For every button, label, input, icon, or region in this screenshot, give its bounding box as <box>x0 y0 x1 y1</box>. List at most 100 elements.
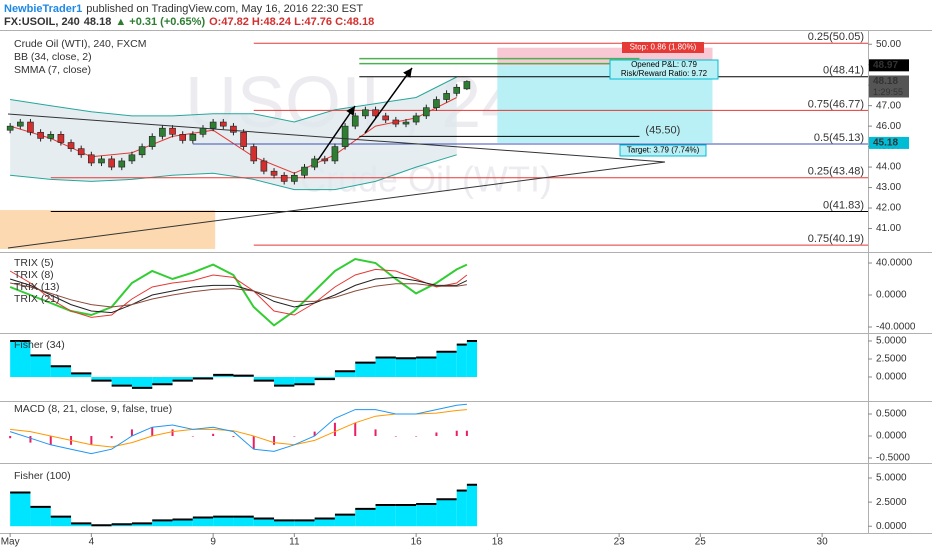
y-tick-label: 0.0000 <box>876 431 907 442</box>
stop-box <box>622 42 704 53</box>
candle-body <box>392 119 400 125</box>
macd-histogram-bar <box>151 427 154 437</box>
macd-histogram-bar <box>313 431 316 437</box>
price-label-box <box>869 75 909 88</box>
level-label: (45.50) <box>645 124 680 136</box>
fisher-bar <box>50 516 72 527</box>
y-tick-label: 41.00 <box>876 223 901 234</box>
candle-body <box>219 121 227 127</box>
candle-body <box>260 160 268 172</box>
fisher-bar <box>375 505 396 527</box>
macd-histogram-bar <box>293 436 296 437</box>
macd-histogram-bar <box>435 432 438 437</box>
drawings-layer: Stop: 0.86 (1.80%) Opened P&L: 0.79 Risk… <box>7 42 719 249</box>
zone <box>0 210 216 249</box>
candle-body <box>382 115 389 121</box>
candle-body <box>16 121 24 127</box>
fisher-bar <box>456 344 467 378</box>
macd-histogram-bar <box>191 436 194 437</box>
fisher-bar <box>233 516 254 527</box>
trix-line <box>10 282 467 308</box>
x-tick-label: 23 <box>614 537 626 548</box>
y-tick-label: 42.00 <box>876 203 901 214</box>
candle-body <box>422 107 430 117</box>
y-tick-label: 44.00 <box>876 162 901 173</box>
y-tick-label: -40.0000 <box>876 322 916 333</box>
trix-line <box>9 257 468 327</box>
fisher-bar <box>50 366 72 378</box>
fisher-bar <box>213 516 234 527</box>
legend-entry: TRIX (13) <box>14 281 60 293</box>
x-tick-label: 9 <box>210 537 216 548</box>
fisher-bar <box>152 520 173 527</box>
fisher-bar <box>253 377 275 381</box>
macd-histogram-bar <box>29 436 32 443</box>
candle-body <box>67 142 75 149</box>
macd-histogram-bar <box>130 429 133 437</box>
ohlc: O:47.82 H:48.24 L:47.76 C:48.18 <box>209 16 374 28</box>
macd-histogram-bar <box>394 436 397 437</box>
candle-body <box>98 158 105 164</box>
fisher-bar <box>456 490 467 527</box>
candle-body <box>6 125 14 131</box>
macd-histogram-bar <box>212 433 215 437</box>
candle-body <box>362 109 369 117</box>
y-tick-label: 2.5000 <box>876 497 907 508</box>
candle-body <box>108 158 115 168</box>
candle-body <box>37 131 44 139</box>
fisher-bar <box>131 523 153 527</box>
candle-body <box>77 148 85 156</box>
price-label: 45.18 <box>873 138 898 149</box>
candle-body <box>159 127 166 137</box>
candle-body <box>443 93 450 100</box>
trix-line <box>9 268 468 318</box>
fisher-bar <box>466 340 478 378</box>
candle-body <box>88 154 95 164</box>
fisher-bar <box>192 517 214 527</box>
panel-title: Fisher (100) <box>14 470 71 482</box>
y-tick-label: 43.00 <box>876 182 901 193</box>
level-label: 0.25(50.05) <box>808 31 864 43</box>
candle-body <box>250 146 258 162</box>
trend-line <box>7 113 666 163</box>
macd-histogram-bar <box>90 436 93 445</box>
candle-body <box>412 115 420 123</box>
candle-body <box>301 166 308 176</box>
macd-histogram-bar <box>49 436 52 445</box>
candle-body <box>138 146 146 156</box>
legend-background <box>8 37 198 77</box>
x-tick-label: 11 <box>289 537 300 548</box>
countdown: 1:29:55 <box>873 87 903 97</box>
fisher-bar <box>111 377 132 386</box>
fisher-bar <box>253 518 275 527</box>
level-label: 0.75(40.19) <box>808 233 864 245</box>
y-tick-label: 0.5000 <box>876 409 907 420</box>
candle-body <box>291 174 298 182</box>
fisher-bar <box>375 357 396 378</box>
fisher-bar <box>71 523 92 527</box>
fisher-bar <box>172 377 193 381</box>
candle-body <box>128 154 136 162</box>
change: ▲ +0.31 (+0.65%) <box>115 16 205 28</box>
macd-histogram-bar <box>465 430 468 437</box>
stop-label: Stop: 0.86 (1.80%) <box>630 43 697 52</box>
candle-body <box>240 131 247 147</box>
risk-reward-label: Risk/Reward Ratio: 9.72 <box>621 69 708 78</box>
fisher-bar <box>355 362 376 378</box>
candle-body <box>118 160 126 168</box>
fisher-bar <box>416 504 437 527</box>
candle-body <box>280 174 288 182</box>
fisher-bar <box>91 377 112 381</box>
fisher-bar <box>30 506 51 527</box>
fisher-bar <box>10 492 31 527</box>
x-tick-label: 4 <box>89 537 95 548</box>
trix-line <box>9 276 468 314</box>
fisher-bar <box>395 358 417 378</box>
y-tick-label: 5.0000 <box>876 473 907 484</box>
legend-entry: SMMA (7, close) <box>14 64 91 76</box>
macd-histogram-bar <box>232 436 235 437</box>
x-tick-label: May <box>1 537 20 548</box>
fisher-bar <box>131 377 153 388</box>
candle-body <box>209 121 217 129</box>
